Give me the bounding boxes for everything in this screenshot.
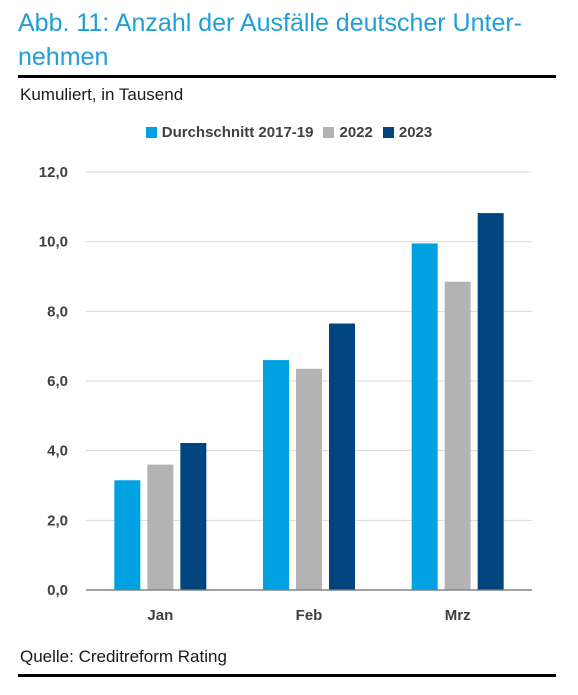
chart-legend: Durchschnitt 2017-19 2022 2023 bbox=[0, 124, 578, 141]
y-tick-label: 8,0 bbox=[47, 303, 68, 320]
legend-swatch bbox=[382, 127, 394, 138]
y-tick-label: 2,0 bbox=[47, 512, 68, 529]
bar-chart: 0,0 2,0 4,0 6,0 8,0 10,0 12,0 Jan Feb Mrz bbox=[39, 164, 532, 624]
chart-title: Abb. 11: Anzahl der Ausfälle deutscher U… bbox=[18, 6, 538, 74]
bar-mrz-series-2 bbox=[444, 281, 471, 590]
y-tick-label: 12,0 bbox=[39, 164, 68, 181]
bar-mrz-series-3 bbox=[477, 213, 504, 590]
bar-feb-series-2 bbox=[296, 368, 322, 590]
bar-feb-series-1 bbox=[263, 360, 289, 590]
source-note: Quelle: Creditreform Rating bbox=[20, 647, 227, 666]
y-tick-label: 6,0 bbox=[47, 373, 68, 390]
bar-jan-series-1 bbox=[114, 480, 141, 590]
bar-feb-series-3 bbox=[329, 323, 355, 590]
legend-label: 2022 bbox=[339, 124, 373, 141]
legend-item: Durchschnitt 2017-19 bbox=[145, 124, 314, 141]
bar-jan-series-2 bbox=[147, 464, 174, 590]
bar-mrz-series-1 bbox=[411, 243, 438, 590]
bottom-divider bbox=[18, 674, 556, 677]
bar-jan-series-3 bbox=[180, 443, 207, 590]
x-tick-label: Jan bbox=[147, 607, 173, 624]
legend-label: 2023 bbox=[398, 124, 433, 141]
y-tick-label: 10,0 bbox=[39, 234, 68, 251]
x-tick-label: Feb bbox=[296, 607, 323, 624]
chart-subtitle: Kumuliert, in Tausend bbox=[20, 85, 184, 104]
legend-item: 2022 bbox=[323, 124, 373, 141]
chart-title-text: Abb. 11: Anzahl der Ausfälle deutscher U… bbox=[18, 9, 523, 71]
x-tick-label: Mrz bbox=[445, 607, 471, 624]
legend-swatch bbox=[323, 127, 335, 138]
y-tick-label: 4,0 bbox=[47, 443, 68, 460]
legend-item: 2023 bbox=[382, 124, 433, 141]
top-divider bbox=[18, 75, 556, 78]
legend-swatch bbox=[145, 127, 157, 138]
legend-label: Durchschnitt 2017-19 bbox=[161, 124, 314, 141]
y-tick-label: 0,0 bbox=[47, 582, 68, 599]
